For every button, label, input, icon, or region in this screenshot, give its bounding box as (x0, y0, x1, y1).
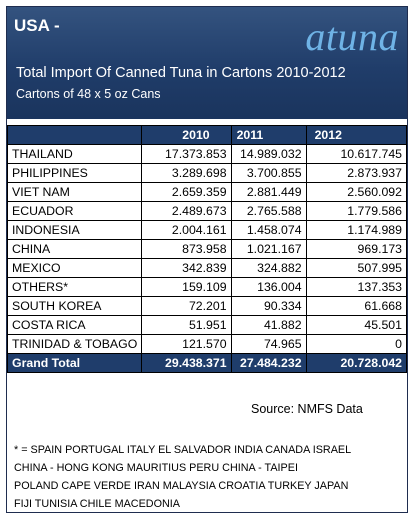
table-cell: 969.173 (305, 239, 408, 259)
table-cell: 90.334 (230, 296, 307, 316)
table-cell: 137.353 (305, 277, 408, 297)
table-cell: 3.700.855 (230, 163, 307, 183)
table-cell: 0 (305, 334, 408, 354)
table-cell: 1.174.989 (305, 220, 408, 240)
import-table: 2010 2011 2012 THAILAND 17.373.853 14.989.… (6, 125, 408, 373)
table-row: OTHERS* 159.109 136.004 137.353 (6, 277, 408, 297)
table-cell: 2.881.449 (230, 182, 307, 202)
table-cell: TRINIDAD & TOBAGO (6, 334, 143, 354)
table-cell: 20.728.042 (305, 353, 408, 373)
table-row: COSTA RICA 51.951 41.882 45.501 (6, 315, 408, 335)
table-cell: PHILIPPINES (6, 163, 143, 183)
table-cell: Grand Total (6, 353, 143, 373)
table-cell: 2.659.359 (141, 182, 232, 202)
table-cell: OTHERS* (6, 277, 143, 297)
table-cell: MEXICO (6, 258, 143, 278)
country-title: USA - (14, 16, 60, 35)
source-note: Source: NMFS Data (251, 402, 363, 416)
table-row: ECUADOR 2.489.673 2.765.588 1.779.586 (6, 201, 408, 221)
table-cell: 14.989.032 (230, 144, 307, 164)
column-header: 2011 (230, 125, 307, 145)
document-frame: USA - atuna Total Import Of Canned Tuna … (6, 6, 408, 513)
table-cell: 45.501 (305, 315, 408, 335)
table-cell: COSTA RICA (6, 315, 143, 335)
table-row: PHILIPPINES 3.289.698 3.700.855 2.873.937 (6, 163, 408, 183)
table-cell: 3.289.698 (141, 163, 232, 183)
table-row: INDONESIA 2.004.161 1.458.074 1.174.989 (6, 220, 408, 240)
table-cell: 2.004.161 (141, 220, 232, 240)
table-cell: 2.560.092 (305, 182, 408, 202)
table-header-row: 2010 2011 2012 (6, 125, 408, 145)
table-cell: 72.201 (141, 296, 232, 316)
table-row: VIET NAM 2.659.359 2.881.449 2.560.092 (6, 182, 408, 202)
table-row: THAILAND 17.373.853 14.989.032 10.617.745 (6, 144, 408, 164)
table-cell: 2.873.937 (305, 163, 408, 183)
table-row: MEXICO 342.839 324.882 507.995 (6, 258, 408, 278)
column-header (6, 125, 143, 145)
table-cell: 324.882 (230, 258, 307, 278)
table-cell: 29.438.371 (141, 353, 232, 373)
table-cell: 121.570 (141, 334, 232, 354)
table-cell: 2.489.673 (141, 201, 232, 221)
table-row: CHINA 873.958 1.021.167 969.173 (6, 239, 408, 259)
table-row: TRINIDAD & TOBAGO 121.570 74.965 0 (6, 334, 408, 354)
others-footnote: * = SPAIN PORTUGAL ITALY EL SALVADOR IND… (14, 444, 352, 510)
column-header: 2012 (305, 125, 408, 145)
table-cell: 342.839 (141, 258, 232, 278)
grand-total-row: Grand Total 29.438.371 27.484.232 20.728.04… (6, 353, 408, 373)
table-cell: INDONESIA (6, 220, 143, 240)
table-cell: ECUADOR (6, 201, 143, 221)
table-cell: 61.668 (305, 296, 408, 316)
atuna-logo: atuna (305, 14, 399, 59)
table-cell: SOUTH KOREA (6, 296, 143, 316)
table-cell: 873.958 (141, 239, 232, 259)
table-cell: 159.109 (141, 277, 232, 297)
table-cell: CHINA (6, 239, 143, 259)
table-cell: 51.951 (141, 315, 232, 335)
table-row: SOUTH KOREA 72.201 90.334 61.668 (6, 296, 408, 316)
report-title: Total Import Of Canned Tuna in Cartons 2… (16, 65, 346, 81)
table-cell: 2.765.588 (230, 201, 307, 221)
report-subtitle: Cartons of 48 x 5 oz Cans (16, 87, 161, 101)
table-cell: 17.373.853 (141, 144, 232, 164)
table-cell: 10.617.745 (305, 144, 408, 164)
table-cell: 74.965 (230, 334, 307, 354)
table-cell: 41.882 (230, 315, 307, 335)
table-cell: THAILAND (6, 144, 143, 164)
table-cell: 1.779.586 (305, 201, 408, 221)
table-cell: 1.458.074 (230, 220, 307, 240)
table-cell: 27.484.232 (230, 353, 307, 373)
header-banner: USA - atuna Total Import Of Canned Tuna … (7, 7, 407, 119)
table-cell: VIET NAM (6, 182, 143, 202)
table-cell: 136.004 (230, 277, 307, 297)
table-cell: 1.021.167 (230, 239, 307, 259)
table-cell: 507.995 (305, 258, 408, 278)
column-header: 2010 (141, 125, 232, 145)
